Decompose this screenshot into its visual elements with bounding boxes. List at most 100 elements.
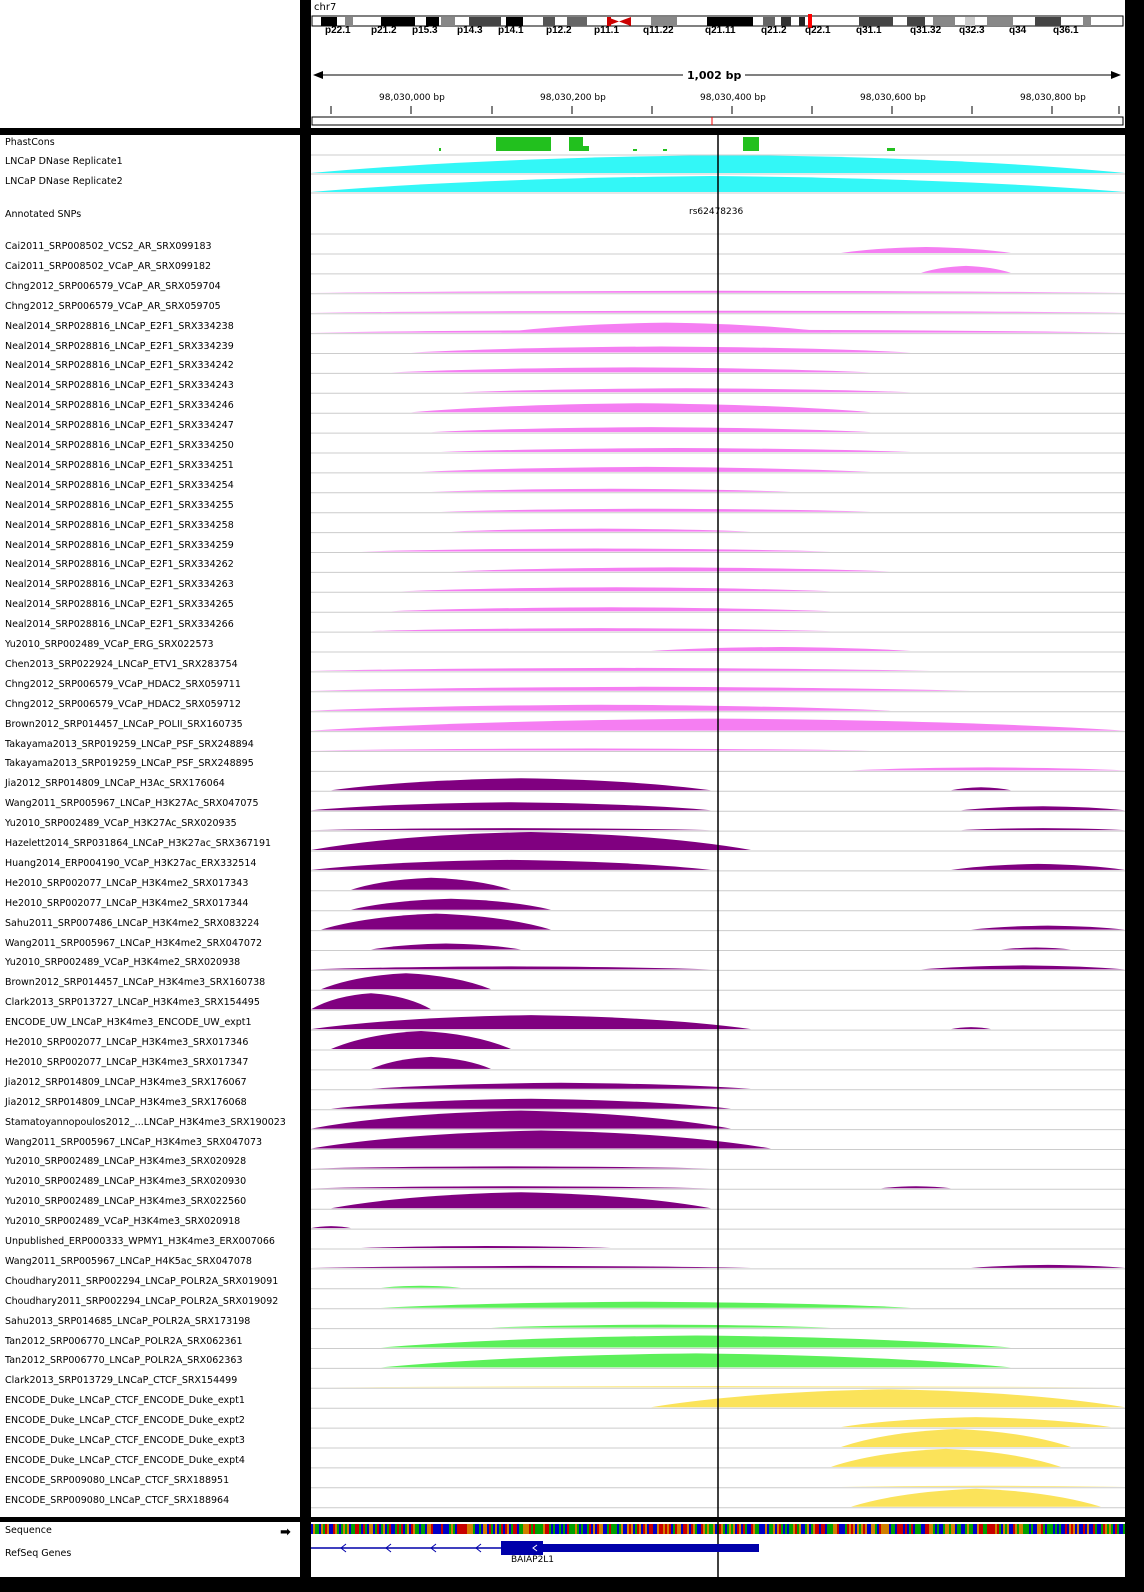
track-name-chip[interactable]: Wang2011_SRP005967_LNCaP_H4K5ac_SRX04707… [5,1255,252,1267]
track-name-chip[interactable]: Chng2012_SRP006579_VCaP_AR_SRX059705 [5,300,221,312]
sequence-base [489,1524,491,1534]
track-name-chip[interactable]: Jia2012_SRP014809_LNCaP_H3Ac_SRX176064 [5,778,225,790]
chromosome-label[interactable]: chr7 [314,2,337,13]
strand-arrow-icon[interactable]: ➡ [280,1525,291,1540]
track-name-chip[interactable]: Choudhary2011_SRP002294_LNCaP_POLR2A_SRX… [5,1275,279,1287]
track-name-chip[interactable]: Yu2010_SRP002489_VCaP_H3K4me3_SRX020918 [5,1216,241,1228]
track-name-chip[interactable]: Chen2013_SRP022924_LNCaP_ETV1_SRX283754 [5,658,238,670]
track-name-chip[interactable]: Neal2014_SRP028816_LNCaP_E2F1_SRX334242 [5,360,234,372]
chromosome-ideogram[interactable] [311,0,1125,128]
track-name-chip[interactable]: Tan2012_SRP006770_LNCaP_POLR2A_SRX062361 [5,1335,243,1347]
sequence-base [331,1524,333,1534]
sequence-base [715,1524,717,1534]
track-name-chip[interactable]: Chng2012_SRP006579_VCaP_HDAC2_SRX059711 [5,678,241,690]
track-name-chip[interactable]: Choudhary2011_SRP002294_LNCaP_POLR2A_SRX… [5,1295,279,1307]
phastcons-bar [581,146,589,151]
chip-signal-56 [381,1353,1011,1368]
track-name-chip[interactable]: Neal2014_SRP028816_LNCaP_E2F1_SRX334254 [5,479,234,491]
track-name-chip[interactable]: Clark2013_SRP013727_LNCaP_H3K4me3_SRX154… [5,997,260,1009]
sequence-base [485,1524,487,1534]
track-name-chip[interactable]: Neal2014_SRP028816_LNCaP_E2F1_SRX334247 [5,420,234,432]
track-name-dnase-1[interactable]: LNCaP DNase Replicate1 [5,156,123,167]
track-name-chip[interactable]: Neal2014_SRP028816_LNCaP_E2F1_SRX334246 [5,400,234,412]
track-name-chip[interactable]: ENCODE_Duke_LNCaP_CTCF_ENCODE_Duke_expt3 [5,1435,245,1446]
track-name-chip[interactable]: Yu2010_SRP002489_LNCaP_H3K4me3_SRX020928 [5,1156,247,1168]
track-name-chip[interactable]: ENCODE_Duke_LNCaP_CTCF_ENCODE_Duke_expt1 [5,1395,245,1407]
track-name-chip[interactable]: Yu2010_SRP002489_VCaP_H3K4me2_SRX020938 [5,957,241,969]
track-name-chip[interactable]: Stamatoyannopoulos2012_...LNCaP_H3K4me3_… [5,1116,286,1128]
track-name-chip[interactable]: Cai2011_SRP008502_VCS2_AR_SRX099183 [5,241,212,252]
track-name-chip[interactable]: Chng2012_SRP006579_VCaP_AR_SRX059704 [5,280,221,292]
feature-track-panel[interactable]: BAIAP2L1 [311,1522,1125,1577]
sequence-base [429,1524,431,1534]
sequence-base [1011,1524,1013,1534]
track-name-chip[interactable]: ENCODE_Duke_LNCaP_CTCF_ENCODE_Duke_expt2 [5,1415,245,1427]
track-name-chip[interactable]: Yu2010_SRP002489_VCaP_ERG_SRX022573 [5,639,214,650]
track-name-chip[interactable]: Unpublished_ERP000333_WPMY1_H3K4me3_ERX0… [5,1236,275,1247]
track-name-chip[interactable]: ENCODE_SRP009080_LNCaP_CTCF_SRX188951 [5,1474,230,1486]
track-name-sequence[interactable]: Sequence [5,1525,52,1536]
track-name-chip[interactable]: He2010_SRP002077_LNCaP_H3K4me2_SRX017344 [5,897,249,909]
track-name-chip[interactable]: Jia2012_SRP014809_LNCaP_H3K4me3_SRX17606… [5,1096,247,1108]
track-name-chip[interactable]: Neal2014_SRP028816_LNCaP_E2F1_SRX334265 [5,599,234,611]
track-name-chip[interactable]: Yu2010_SRP002489_LNCaP_H3K4me3_SRX020930 [5,1176,247,1188]
sequence-base [861,1524,863,1534]
track-name-chip[interactable]: Neal2014_SRP028816_LNCaP_E2F1_SRX334259 [5,539,234,551]
chip-signal-18 [391,607,831,612]
track-name-chip[interactable]: Wang2011_SRP005967_LNCaP_H3K4me2_SRX0470… [5,937,263,949]
track-name-chip[interactable]: Neal2014_SRP028816_LNCaP_E2F1_SRX334258 [5,519,234,531]
track-name-chip[interactable]: Brown2012_SRP014457_LNCaP_H3K4me3_SRX160… [5,977,266,989]
track-name-chip[interactable]: Neal2014_SRP028816_LNCaP_E2F1_SRX334251 [5,459,234,471]
track-name-chip[interactable]: Wang2011_SRP005967_LNCaP_H3K27Ac_SRX0470… [5,798,259,810]
cytoband-label: q34 [1009,25,1027,36]
track-name-chip[interactable]: Cai2011_SRP008502_VCaP_AR_SRX099182 [5,260,212,272]
track-name-chip[interactable]: Takayama2013_SRP019259_LNCaP_PSF_SRX2488… [5,758,254,770]
feature-track-canvas[interactable] [311,1522,1125,1577]
sequence-base [575,1524,577,1534]
track-name-chip[interactable]: Brown2012_SRP014457_LNCaP_POLII_SRX16073… [5,718,243,730]
sequence-base [851,1524,853,1534]
sequence-base [807,1524,809,1534]
track-name-chip[interactable]: Hazelett2014_SRP031864_LNCaP_H3K27ac_SRX… [5,838,272,849]
track-name-chip[interactable]: Neal2014_SRP028816_LNCaP_E2F1_SRX334250 [5,440,234,451]
data-track-panel[interactable]: rs62478236 [311,135,1125,1517]
snp-label[interactable]: rs62478236 [689,207,744,217]
track-name-chip[interactable]: ENCODE_UW_LNCaP_H3K4me3_ENCODE_UW_expt1 [5,1017,252,1029]
track-name-snps[interactable]: Annotated SNPs [5,209,82,220]
track-name-chip[interactable]: Jia2012_SRP014809_LNCaP_H3K4me3_SRX17606… [5,1076,247,1088]
sequence-base [1015,1524,1017,1534]
track-name-chip[interactable]: Chng2012_SRP006579_VCaP_HDAC2_SRX059712 [5,698,241,710]
track-name-chip[interactable]: Yu2010_SRP002489_VCaP_H3K27Ac_SRX020935 [5,818,237,830]
track-name-chip[interactable]: He2010_SRP002077_LNCaP_H3K4me3_SRX017347 [5,1056,249,1068]
sequence-base [443,1524,445,1534]
track-name-chip[interactable]: Sahu2013_SRP014685_LNCaP_POLR2A_SRX17319… [5,1315,251,1327]
track-name-chip[interactable]: ENCODE_SRP009080_LNCaP_CTCF_SRX188964 [5,1494,230,1506]
track-name-chip[interactable]: Neal2014_SRP028816_LNCaP_E2F1_SRX334255 [5,499,234,511]
track-name-chip[interactable]: Neal2014_SRP028816_LNCaP_E2F1_SRX334262 [5,559,234,571]
chip-signal-16 [451,567,891,572]
track-name-phastcons[interactable]: PhastCons [5,137,55,148]
data-track-canvas[interactable] [311,135,1125,1517]
track-name-chip[interactable]: Yu2010_SRP002489_LNCaP_H3K4me3_SRX022560 [5,1196,247,1208]
track-name-refseq[interactable]: RefSeq Genes [5,1548,72,1559]
track-name-chip[interactable]: Wang2011_SRP005967_LNCaP_H3K4me3_SRX0470… [5,1136,263,1148]
track-name-chip[interactable]: Takayama2013_SRP019259_LNCaP_PSF_SRX2488… [5,738,254,750]
sequence-base [897,1524,899,1534]
track-name-chip[interactable]: He2010_SRP002077_LNCaP_H3K4me3_SRX017346 [5,1037,249,1048]
sequence-base [761,1524,763,1534]
track-name-chip[interactable]: He2010_SRP002077_LNCaP_H3K4me2_SRX017343 [5,877,249,889]
track-name-chip[interactable]: Neal2014_SRP028816_LNCaP_E2F1_SRX334239 [5,340,234,352]
track-name-chip[interactable]: Neal2014_SRP028816_LNCaP_E2F1_SRX334263 [5,579,234,591]
phastcons-bar [743,137,759,151]
track-name-dnase-2[interactable]: LNCaP DNase Replicate2 [5,176,123,187]
track-name-chip[interactable]: Tan2012_SRP006770_LNCaP_POLR2A_SRX062363 [5,1355,243,1367]
gene-label[interactable]: BAIAP2L1 [511,1555,555,1565]
ruler-panel[interactable]: chr7 p22.1 p21.2 p15.3 p14.3 p14.1 p12.2 p11.1… [311,0,1125,128]
track-name-chip[interactable]: ENCODE_Duke_LNCaP_CTCF_ENCODE_Duke_expt4 [5,1454,245,1466]
track-name-chip[interactable]: Neal2014_SRP028816_LNCaP_E2F1_SRX334266 [5,619,234,631]
track-name-chip[interactable]: Sahu2011_SRP007486_LNCaP_H3K4me2_SRX0832… [5,917,260,929]
track-name-chip[interactable]: Neal2014_SRP028816_LNCaP_E2F1_SRX334243 [5,380,234,392]
track-name-chip[interactable]: Huang2014_ERP004190_VCaP_H3K27ac_ERX3325… [5,857,257,869]
track-name-chip[interactable]: Neal2014_SRP028816_LNCaP_E2F1_SRX334238 [5,320,234,332]
track-name-chip[interactable]: Clark2013_SRP013729_LNCaP_CTCF_SRX154499 [5,1375,238,1387]
